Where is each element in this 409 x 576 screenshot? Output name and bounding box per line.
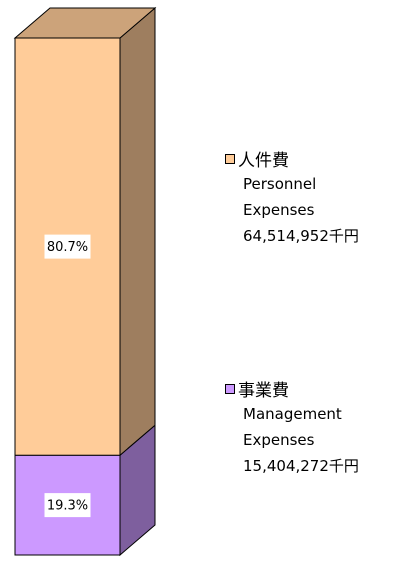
value-label-box xyxy=(44,234,91,259)
legend-swatch xyxy=(225,153,235,164)
legend-label: 人件費 xyxy=(238,151,289,171)
legend-item: 人件費 Personnel Expenses 64,514,952千円 xyxy=(225,146,365,249)
value-label: 19.3% xyxy=(47,499,88,514)
legend-head: 人件費 xyxy=(225,146,365,171)
legend-item: 事業費 Management Expenses 15,404,272千円 xyxy=(225,376,365,479)
legend-english: Personnel Expenses xyxy=(243,175,317,219)
legend-english: Management Expenses xyxy=(243,405,342,449)
legend-swatch xyxy=(225,383,235,394)
bar-side xyxy=(119,6,156,457)
legend-label: 事業費 xyxy=(238,381,289,401)
legend-head: 事業費 xyxy=(225,376,365,401)
legend-amount: 15,404,272千円 xyxy=(243,457,359,475)
bar-top xyxy=(13,7,157,39)
value-label: 80.7% xyxy=(47,240,88,255)
legend-amount: 64,514,952千円 xyxy=(243,227,359,245)
value-label-box xyxy=(44,493,91,518)
